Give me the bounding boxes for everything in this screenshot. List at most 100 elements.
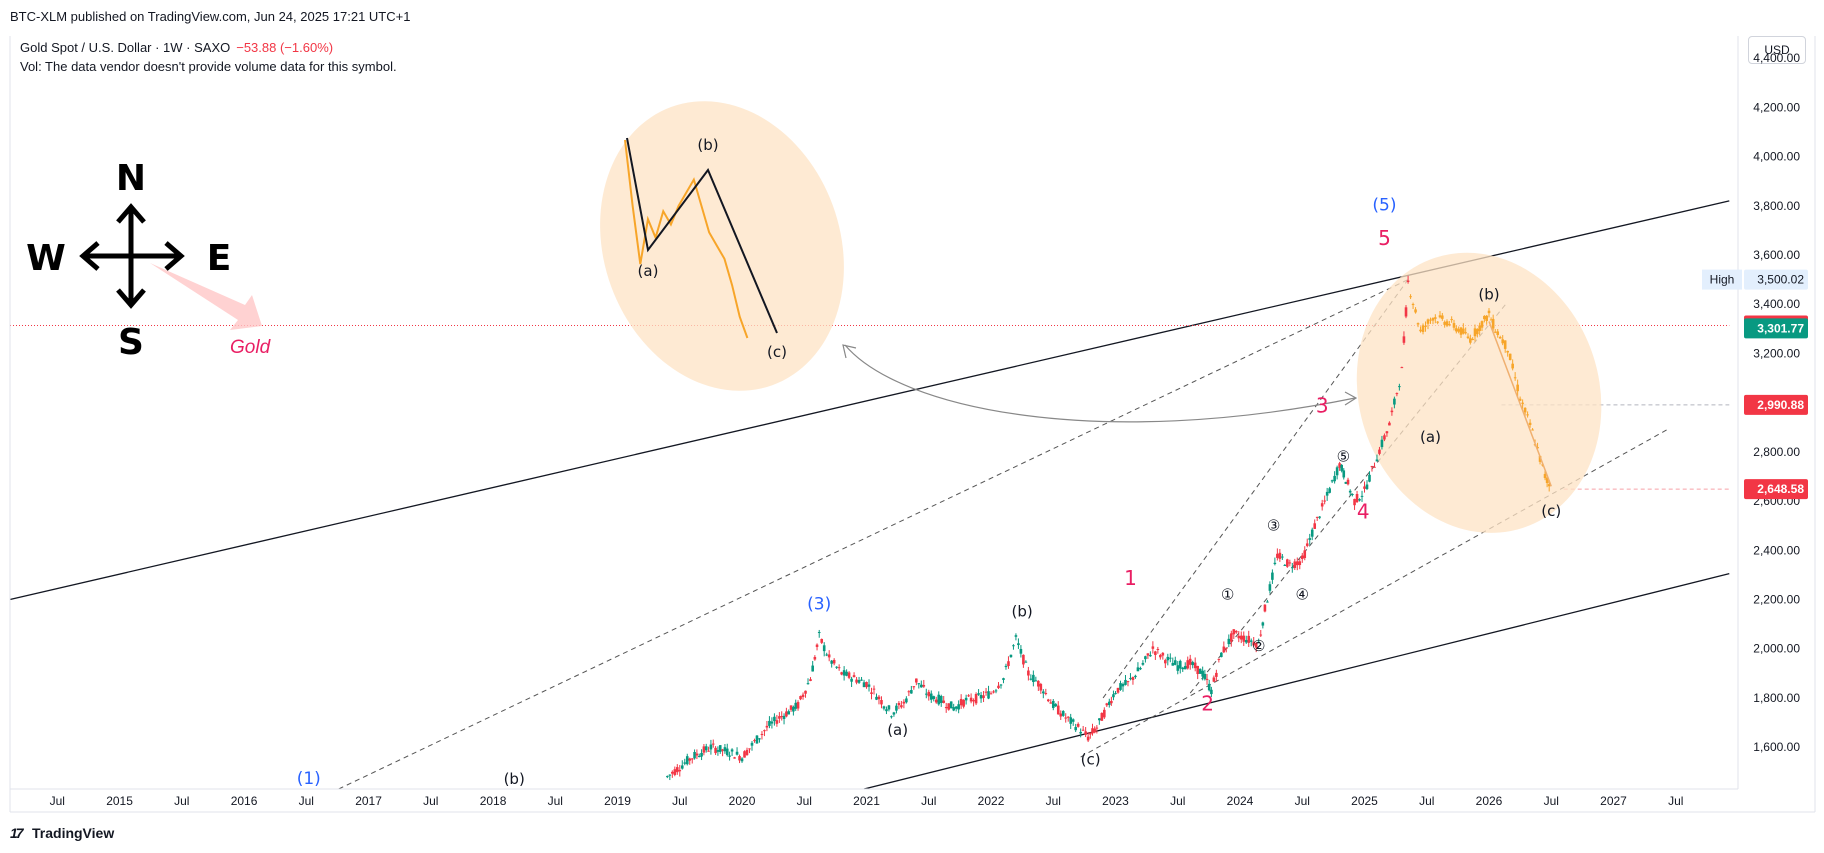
candle-body — [912, 686, 916, 688]
candle-body — [1244, 640, 1248, 643]
candle-body — [1355, 494, 1359, 503]
candle-body — [811, 665, 814, 672]
candle-body — [957, 704, 960, 710]
wave-label: 4 — [1357, 499, 1370, 523]
candle-body — [1022, 654, 1025, 665]
candle-body — [1237, 635, 1241, 639]
candle-body — [1441, 315, 1444, 319]
candle-body — [1298, 561, 1302, 566]
candle-body — [1338, 463, 1341, 468]
candle-body — [1536, 447, 1539, 449]
candle-body — [1402, 336, 1406, 343]
candle-body — [1305, 543, 1309, 546]
time-tick-label: Jul — [548, 794, 563, 808]
candle-body — [1188, 658, 1192, 665]
candle-body — [1230, 633, 1233, 642]
candle-body — [862, 682, 866, 688]
symbol-title[interactable]: Gold Spot / U.S. Dollar · 1W · SAXO — [20, 40, 231, 55]
wave-label: (1) — [297, 769, 321, 789]
candle-body — [773, 716, 776, 722]
candle-body — [1363, 486, 1366, 489]
candle-body — [778, 716, 781, 719]
candle-body — [1455, 328, 1458, 332]
candle-body — [1414, 309, 1417, 313]
candle-body — [1485, 315, 1488, 322]
compass-north: N — [116, 158, 146, 199]
wave-label: (c) — [1081, 750, 1101, 768]
candle-body — [1205, 678, 1209, 680]
candle-body — [1139, 668, 1142, 670]
candle-body — [1303, 550, 1307, 559]
candle-body — [962, 699, 965, 707]
price-tag-label: 2,990.88 — [1757, 398, 1804, 412]
candle-body — [1054, 704, 1058, 707]
candle-body — [1380, 439, 1384, 448]
candle-body — [1196, 665, 1199, 675]
candle-body — [1029, 678, 1033, 680]
candle-body — [1523, 407, 1527, 413]
chart-canvas[interactable]: (a) (b) (c) (1) (b) (3) (a) (b) (c) 1 2 ① ② ③ ④ ⑤ 3 4 (5) 5… — [0, 0, 1824, 820]
candle-body — [1089, 732, 1092, 735]
candle-body — [870, 692, 873, 694]
candle-body — [1310, 529, 1314, 537]
candle-body — [987, 691, 990, 699]
candle-body — [716, 750, 720, 752]
candle-body — [1266, 601, 1269, 603]
tradingview-logo[interactable]: 17 TradingView — [10, 825, 114, 841]
candle-body — [704, 746, 708, 751]
candle-body — [718, 745, 722, 752]
candle-body — [787, 711, 791, 715]
candle-body — [753, 740, 756, 742]
candle-body — [673, 769, 677, 775]
price-tag-bg — [1744, 479, 1808, 500]
candle-body — [892, 712, 896, 715]
candle-body — [801, 694, 805, 697]
currency-button[interactable]: USD — [1748, 36, 1806, 64]
candle-body — [852, 675, 856, 678]
symbol-legend[interactable]: Gold Spot / U.S. Dollar · 1W · SAXO −53.8… — [20, 40, 333, 55]
candle-body — [880, 699, 883, 705]
candle-body — [882, 706, 886, 709]
candle-body — [1503, 340, 1507, 349]
candle-body — [1320, 503, 1324, 507]
compass-south: S — [118, 322, 144, 363]
candle-body — [1134, 675, 1137, 678]
candle-body — [1434, 317, 1437, 319]
candle-body — [1373, 466, 1376, 468]
wave-label: 5 — [1378, 226, 1391, 250]
curved-arrow-head-right — [1344, 391, 1358, 406]
candle-body — [1198, 668, 1202, 674]
candle-body — [804, 690, 807, 694]
price-axis[interactable]: 1,600.00 1,800.00 2,000.00 2,200.00 2,400.00… — [1737, 36, 1800, 789]
price-series — [624, 137, 1552, 781]
candle-body — [1086, 736, 1090, 741]
candle-body — [794, 702, 798, 709]
highlight-ellipse-inset — [600, 101, 844, 391]
candle-body — [875, 696, 878, 700]
candle-body — [1034, 680, 1038, 682]
compass-icon: N S W E Gold — [26, 158, 271, 363]
time-axis[interactable]: Jul 2015 Jul 2016 Jul 2017 Jul 2018 Jul 2019 Jul 20… — [9, 36, 1816, 813]
candle-body — [770, 721, 774, 724]
candle-body — [1480, 321, 1484, 328]
candle-body — [1027, 670, 1030, 676]
candle-body — [728, 755, 731, 757]
candle-body — [822, 645, 826, 652]
candle-body — [1429, 319, 1432, 321]
candle-body — [1105, 703, 1109, 706]
candle-body — [1066, 716, 1070, 718]
candle-body — [972, 700, 975, 702]
candle-body — [952, 707, 955, 711]
candle-body — [1521, 402, 1524, 404]
wave-label: ① — [1221, 586, 1234, 604]
candle-body — [830, 660, 833, 664]
candle-body — [815, 644, 819, 647]
price-tick-label: 2,400.00 — [1753, 543, 1800, 557]
candle-body — [1121, 683, 1125, 687]
price-tick-label: 3,600.00 — [1753, 248, 1800, 262]
candle-body — [1511, 363, 1514, 369]
candle-body — [799, 696, 802, 700]
candle-body — [944, 706, 948, 709]
candle-body — [937, 694, 941, 705]
candle-body — [1161, 652, 1165, 656]
